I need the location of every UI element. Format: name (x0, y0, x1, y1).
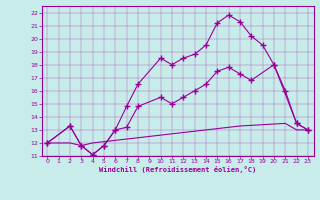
X-axis label: Windchill (Refroidissement éolien,°C): Windchill (Refroidissement éolien,°C) (99, 166, 256, 173)
